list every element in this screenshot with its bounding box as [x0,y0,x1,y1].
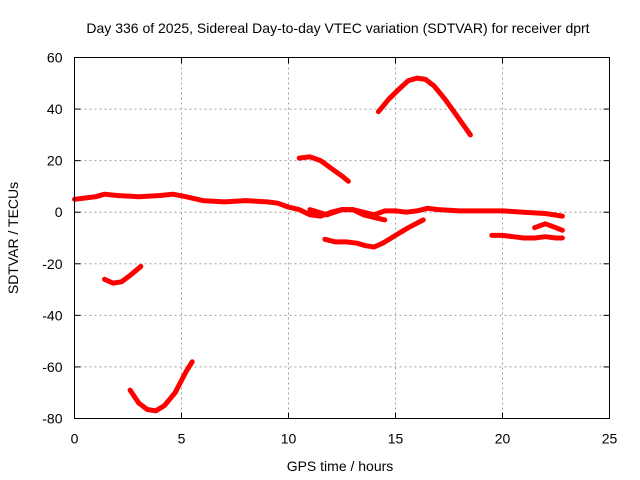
y-tick-label: 40 [47,101,63,117]
y-tick-label: 20 [47,153,63,169]
x-tick-label: 10 [281,431,297,447]
x-axis-label: GPS time / hours [287,458,394,474]
series-track-secondary-12h [307,207,388,223]
x-tick-label: 15 [388,431,404,447]
series-track-early-negative-25 [102,263,144,286]
y-tick-label: -40 [42,307,62,323]
series-track-deep-negative-75 [127,359,195,414]
y-tick-labels: -80 -60 -40 -20 0 20 40 60 [42,50,62,427]
ticks [74,57,610,419]
series-track-late-negative-10 [489,232,565,241]
y-tick-label: -60 [42,359,62,375]
x-tick-label: 25 [602,431,618,447]
y-tick-label: -80 [42,411,62,427]
y-tick-label: -20 [42,256,62,272]
chart-title: Day 336 of 2025, Sidereal Day-to-day VTE… [86,20,589,36]
series-track-late-negative-5 [532,221,565,233]
y-tick-label: 60 [47,50,63,66]
plot-frame [74,57,610,419]
series-track-dip-12 [322,217,426,250]
series-track-high-arc [375,75,473,138]
x-tick-labels: 0 5 10 15 20 25 [71,431,618,447]
y-axis-label: SDTVAR / TECUs [5,182,21,294]
x-tick-label: 20 [495,431,511,447]
series-track-positive-20 [296,154,351,184]
y-tick-label: 0 [55,204,63,220]
series-layer [72,75,565,414]
series-track-main-baseline [72,191,565,219]
x-tick-label: 0 [71,431,79,447]
x-tick-label: 5 [178,431,186,447]
